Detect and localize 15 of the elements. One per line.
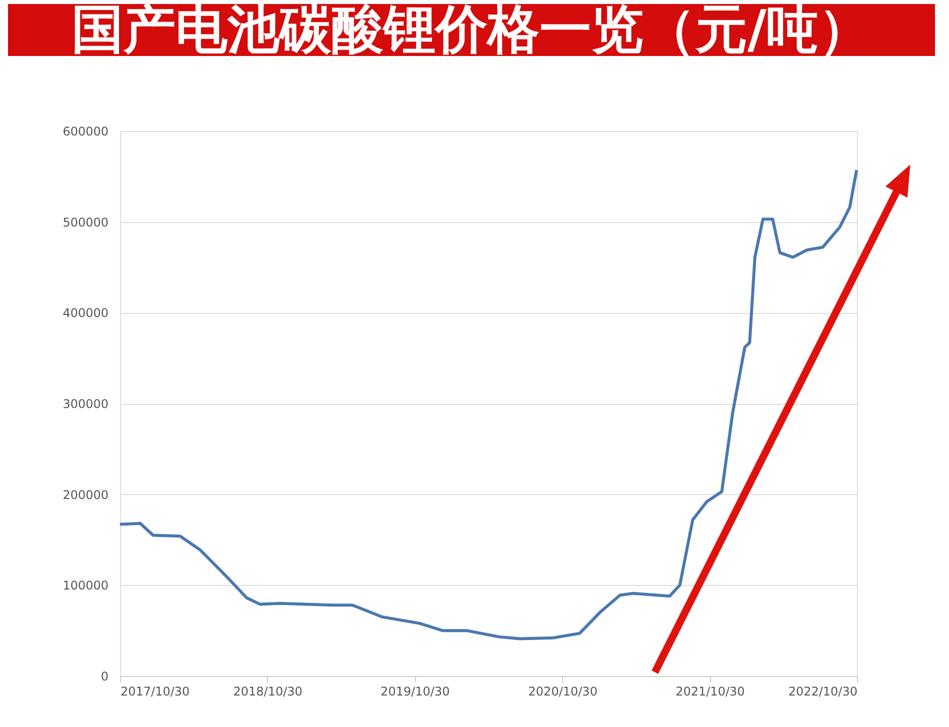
x-tick-label: 2019/10/30 [380, 684, 450, 698]
y-tick-label: 100000 [62, 578, 108, 593]
y-tick-label: 500000 [62, 215, 108, 230]
x-tick-label: 2021/10/30 [676, 684, 745, 698]
y-tick-label: 0 [100, 670, 108, 684]
y-tick-label: 300000 [62, 397, 108, 411]
x-tick-label: 2017/10/30 [120, 684, 190, 698]
y-tick-label: 600000 [62, 124, 108, 138]
y-tick-label: 200000 [62, 488, 108, 502]
y-tick-label: 400000 [62, 306, 108, 320]
line-series [118, 168, 858, 640]
x-tick-label: 2018/10/30 [233, 684, 302, 698]
x-tick-label: 2020/10/30 [528, 684, 598, 698]
x-tick-label: 2022/10/30 [788, 684, 858, 698]
chart-title: 国产电池碳酸锂价格一览（元/吨） [72, 0, 870, 60]
